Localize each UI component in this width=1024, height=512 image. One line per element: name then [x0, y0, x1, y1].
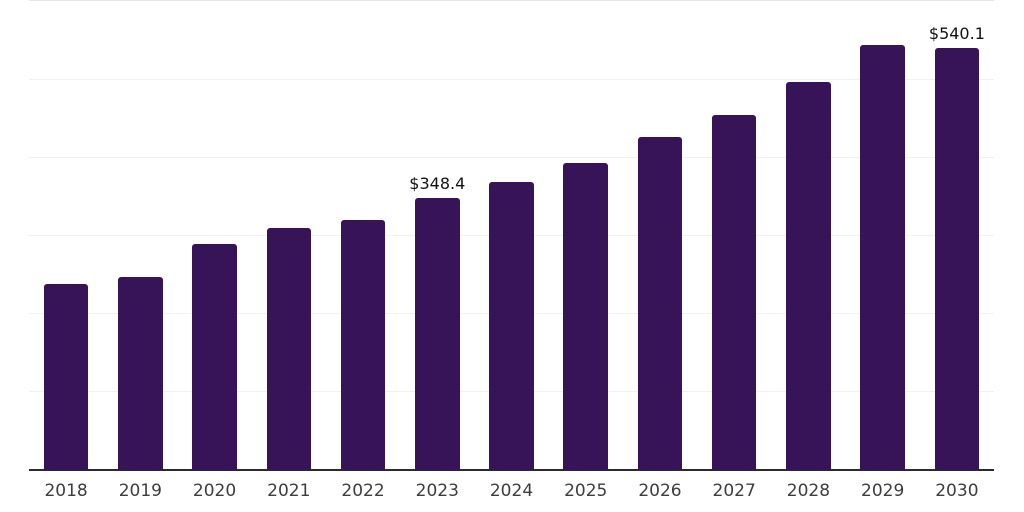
bar-2024	[489, 181, 534, 470]
bar-2023	[415, 197, 460, 470]
x-label-2030: 2030	[935, 481, 979, 501]
x-label-2024: 2024	[489, 481, 534, 501]
x-label-2018: 2018	[44, 481, 88, 501]
bar-2022	[340, 220, 386, 470]
plot-area: $348.4 $540.1	[29, 0, 994, 471]
value-label-2030: $540.1	[928, 24, 985, 44]
x-label-2022: 2022	[341, 481, 385, 501]
x-label-2025: 2025	[564, 481, 608, 501]
x-label-2021: 2021	[267, 481, 311, 501]
value-label-2023: $348.4	[409, 173, 466, 193]
x-label-2027: 2027	[712, 481, 756, 501]
x-label-2023: 2023	[415, 481, 459, 501]
gridline-400	[29, 156, 994, 158]
x-axis-line	[29, 469, 994, 471]
gridline-600	[29, 0, 994, 2]
bar-2019	[118, 277, 163, 470]
x-label-2029: 2029	[861, 481, 905, 501]
bar-2027	[711, 115, 757, 470]
x-label-2028: 2028	[786, 481, 831, 501]
bar-2029	[860, 45, 905, 470]
bar-2026	[637, 137, 683, 470]
bar-2021	[266, 227, 312, 470]
bar-2025	[563, 163, 608, 470]
gridline-500	[29, 78, 994, 80]
bar-2030	[934, 48, 980, 470]
bar-2018	[43, 284, 89, 470]
x-label-2020: 2020	[192, 481, 237, 501]
x-label-2019: 2019	[118, 481, 162, 501]
bar-2020	[192, 244, 237, 470]
x-label-2026: 2026	[638, 481, 682, 501]
bar-2028	[786, 81, 831, 470]
